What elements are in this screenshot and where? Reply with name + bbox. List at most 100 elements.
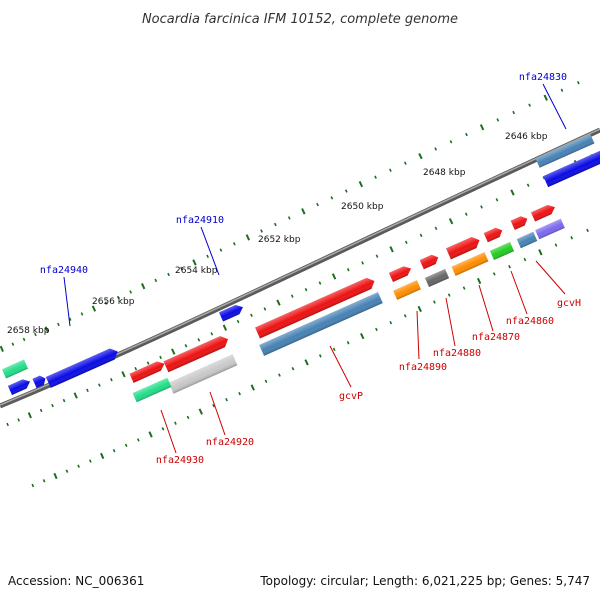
minor-tick xyxy=(374,175,377,179)
minor-tick xyxy=(232,242,236,246)
gene-arrow[interactable] xyxy=(259,292,383,356)
gene-arrow[interactable] xyxy=(424,268,450,288)
minor-tick xyxy=(80,312,84,316)
scale-label: 2652 kbp xyxy=(258,235,301,245)
leader-line xyxy=(445,297,456,347)
minor-tick xyxy=(263,307,267,311)
scale-label: 2654 kbp xyxy=(175,266,218,276)
minor-tick xyxy=(174,421,177,425)
minor-tick xyxy=(560,88,564,92)
minor-tick xyxy=(51,403,54,408)
gene-label[interactable]: nfa24860 xyxy=(506,316,554,327)
major-tick xyxy=(389,246,394,253)
minor-tick xyxy=(344,189,348,193)
minor-tick xyxy=(134,367,138,371)
minor-tick xyxy=(404,240,408,245)
major-tick xyxy=(121,371,126,378)
minor-tick xyxy=(304,287,308,292)
minor-tick xyxy=(77,464,80,468)
major-tick xyxy=(53,472,58,480)
leader-line xyxy=(329,345,352,388)
minor-tick xyxy=(89,459,92,463)
minor-tick xyxy=(375,254,379,258)
minor-tick xyxy=(197,338,201,342)
gene-arrow[interactable] xyxy=(483,226,505,243)
gene-arrow[interactable] xyxy=(129,359,167,383)
scale-label: 2650 kbp xyxy=(341,202,384,212)
gene-arrow[interactable] xyxy=(163,334,230,373)
major-tick xyxy=(417,305,422,313)
leader-line xyxy=(160,409,177,454)
gene-arrow[interactable] xyxy=(446,235,482,260)
gene-label[interactable]: gcvH xyxy=(557,298,581,309)
gene-arrow[interactable] xyxy=(510,214,530,230)
gene-arrow[interactable] xyxy=(543,150,600,188)
gene-label[interactable]: nfa24940 xyxy=(40,265,88,276)
minor-tick xyxy=(104,301,108,305)
gene-arrow[interactable] xyxy=(45,346,120,388)
minor-tick xyxy=(278,373,281,377)
minor-tick xyxy=(273,222,277,227)
gene-arrow[interactable] xyxy=(516,231,538,249)
leader-line xyxy=(542,83,567,130)
major-tick xyxy=(510,189,515,196)
gene-label[interactable]: nfa24880 xyxy=(433,348,481,359)
minor-tick xyxy=(480,205,483,209)
minor-tick xyxy=(403,314,407,318)
major-tick xyxy=(141,283,146,290)
gene-arrow[interactable] xyxy=(451,252,489,276)
minor-tick xyxy=(31,483,35,488)
minor-tick xyxy=(184,344,188,348)
gene-arrow[interactable] xyxy=(168,354,238,394)
minor-tick xyxy=(225,398,228,402)
minor-tick xyxy=(586,228,589,233)
minor-tick xyxy=(6,422,9,427)
minor-tick xyxy=(434,226,438,231)
gene-arrow[interactable] xyxy=(419,253,441,270)
major-tick xyxy=(100,452,105,460)
minor-tick xyxy=(316,202,319,207)
gene-arrow[interactable] xyxy=(219,303,245,322)
minor-tick xyxy=(161,427,165,431)
leader-line xyxy=(416,310,420,360)
major-tick xyxy=(304,359,309,366)
major-tick xyxy=(148,431,153,438)
gene-label[interactable]: nfa24930 xyxy=(156,455,204,466)
minor-tick xyxy=(462,286,466,290)
minor-tick xyxy=(495,198,499,202)
major-tick xyxy=(91,305,97,312)
gene-label[interactable]: nfa24910 xyxy=(176,215,224,226)
gene-arrow[interactable] xyxy=(7,377,32,396)
minor-tick xyxy=(287,216,291,220)
gene-arrow[interactable] xyxy=(535,134,595,168)
gene-label[interactable]: nfa24920 xyxy=(206,437,254,448)
gene-arrow[interactable] xyxy=(255,275,377,339)
gene-arrow[interactable] xyxy=(393,280,421,300)
gene-arrow[interactable] xyxy=(388,264,413,283)
minor-tick xyxy=(291,367,295,371)
gene-arrow[interactable] xyxy=(489,241,515,261)
minor-tick xyxy=(22,337,26,342)
minor-tick xyxy=(542,176,546,180)
gene-arrow[interactable] xyxy=(531,203,557,222)
minor-tick xyxy=(389,320,393,325)
leader-line xyxy=(535,260,566,295)
gene-label[interactable]: nfa24890 xyxy=(399,362,447,373)
major-tick xyxy=(0,345,4,353)
gene-label[interactable]: gcvP xyxy=(339,391,363,402)
major-tick xyxy=(543,94,548,101)
gene-label[interactable]: nfa24830 xyxy=(519,72,567,83)
gene-arrow[interactable] xyxy=(2,359,28,379)
minor-tick xyxy=(57,322,60,327)
minor-tick xyxy=(434,147,438,151)
major-tick xyxy=(276,299,281,306)
gene-arrow[interactable] xyxy=(535,218,565,240)
minor-tick xyxy=(290,294,294,298)
gene-label[interactable]: nfa24870 xyxy=(472,332,520,343)
major-tick xyxy=(198,408,203,415)
minor-tick xyxy=(496,118,500,122)
gene-arrow[interactable] xyxy=(32,374,47,389)
gene-arrow[interactable] xyxy=(132,377,172,403)
